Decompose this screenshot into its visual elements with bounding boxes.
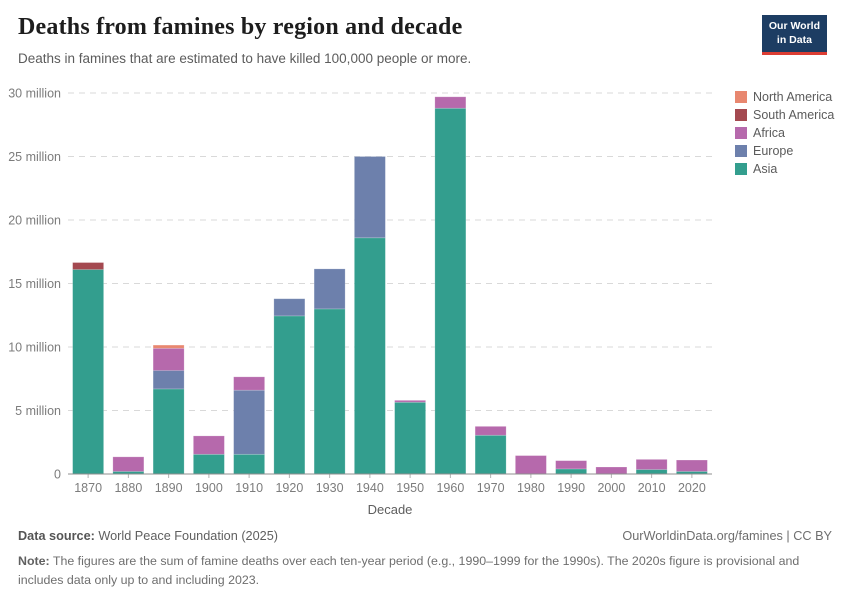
chart-subtitle: Deaths in famines that are estimated to … — [18, 51, 472, 66]
bar-segment-north-america-1890[interactable] — [152, 344, 185, 349]
x-axis-tick-label: 1990 — [557, 481, 585, 495]
bar-segment-africa-1970[interactable] — [474, 426, 507, 436]
bar-segment-europe-1890[interactable] — [152, 370, 185, 390]
bar-segment-africa-1960[interactable] — [434, 96, 467, 109]
bar-segment-europe-1920[interactable] — [273, 298, 306, 317]
bar-segment-asia-1990[interactable] — [555, 468, 587, 475]
bar-segment-africa-1880[interactable] — [112, 456, 145, 472]
bar-segment-asia-1910[interactable] — [233, 453, 265, 475]
chart-area: 0 5 million 10 million 15 million 20 million… — [0, 85, 730, 530]
owid-logo[interactable]: Our World in Data — [761, 15, 827, 56]
data-source-label: Data source: — [18, 529, 95, 543]
famine-deaths-stacked-bar-chart: 0 5 million 10 million 15 million 20 million… — [8, 87, 712, 517]
y-axis-tick-label: 20 million — [8, 214, 61, 228]
x-axis-title: Decade — [368, 502, 413, 517]
bar-segment-africa-2000[interactable] — [595, 466, 628, 475]
bar-segment-asia-1970[interactable] — [474, 434, 507, 475]
legend: North America South America Africa Europe As… — [735, 88, 834, 178]
legend-label: Asia — [753, 162, 778, 176]
x-axis-tick-label: 1960 — [436, 481, 464, 495]
y-axis-tick-label: 10 million — [8, 341, 61, 355]
y-axis-tick-label: 25 million — [8, 150, 61, 164]
data-source: Data source: World Peace Foundation (202… — [18, 529, 278, 543]
legend-item-africa[interactable]: Africa — [735, 124, 834, 142]
y-axis-tick-label: 0 — [54, 468, 61, 482]
x-axis-tick-label: 1880 — [114, 481, 142, 495]
y-axis-tick-label: 5 million — [15, 404, 61, 418]
note-text: The figures are the sum of famine deaths… — [18, 554, 800, 587]
legend-item-europe[interactable]: Europe — [735, 142, 834, 160]
bar-segment-africa-1890[interactable] — [152, 347, 185, 371]
bar-segment-africa-1950[interactable] — [394, 399, 426, 403]
bar-segment-asia-1940[interactable] — [354, 237, 386, 475]
bar-segment-africa-2020[interactable] — [676, 459, 708, 472]
bar-segment-africa-1910[interactable] — [233, 376, 265, 391]
x-axis-tick-label: 2020 — [678, 481, 706, 495]
x-axis-tick-label: 1930 — [316, 481, 344, 495]
y-axis-tick-label: 30 million — [8, 87, 61, 101]
bar-segment-africa-1990[interactable] — [555, 460, 587, 470]
bar-segment-africa-1900[interactable] — [193, 435, 225, 455]
legend-swatch-icon — [735, 163, 747, 175]
owid-logo-line1: Our World — [768, 20, 820, 32]
page-title: Deaths from famines by region and decade — [18, 14, 463, 40]
legend-swatch-icon — [735, 127, 747, 139]
bar-segment-europe-1930[interactable] — [313, 268, 346, 310]
bar-segment-asia-1920[interactable] — [273, 315, 306, 475]
bar-segment-asia-1950[interactable] — [394, 401, 426, 475]
x-axis-tick-label: 1940 — [356, 481, 384, 495]
owid-logo-line2: in Data — [776, 33, 812, 46]
x-axis-tick-label: 1980 — [517, 481, 545, 495]
x-axis-tick-label: 1920 — [275, 481, 303, 495]
legend-label: Africa — [753, 126, 785, 140]
x-axis-tick-label: 1910 — [235, 481, 263, 495]
bar-segment-asia-1960[interactable] — [434, 107, 467, 475]
legend-item-north-america[interactable]: North America — [735, 88, 834, 106]
legend-item-asia[interactable]: Asia — [735, 160, 834, 178]
x-axis-tick-label: 1970 — [477, 481, 505, 495]
x-axis-tick-label: 2010 — [638, 481, 666, 495]
bar-segment-south-america-1870[interactable] — [72, 262, 104, 270]
bar-segment-asia-1890[interactable] — [152, 388, 185, 475]
chart-note: Note: The figures are the sum of famine … — [18, 552, 834, 590]
bar-segment-africa-2010[interactable] — [635, 459, 668, 470]
note-label: Note: — [18, 554, 50, 568]
legend-swatch-icon — [735, 109, 747, 121]
x-axis-tick-label: 2000 — [597, 481, 625, 495]
legend-swatch-icon — [735, 145, 747, 157]
bar-segment-asia-1870[interactable] — [72, 269, 104, 475]
owid-cc-link[interactable]: OurWorldinData.org/famines | CC BY — [622, 529, 832, 543]
legend-swatch-icon — [735, 91, 747, 103]
legend-label: Europe — [753, 144, 794, 158]
bar-segment-africa-1980[interactable] — [515, 455, 547, 475]
x-axis-tick-label: 1950 — [396, 481, 424, 495]
bar-segment-asia-1930[interactable] — [313, 308, 346, 475]
bar-segment-europe-1910[interactable] — [233, 389, 265, 455]
x-axis-tick-label: 1870 — [74, 481, 102, 495]
legend-label: South America — [753, 108, 835, 122]
data-source-value: World Peace Foundation (2025) — [94, 529, 278, 543]
y-axis-tick-label: 15 million — [8, 277, 61, 291]
x-axis-tick-label: 1900 — [195, 481, 223, 495]
x-axis-tick-label: 1890 — [155, 481, 183, 495]
bar-segment-asia-1900[interactable] — [193, 453, 225, 475]
bar-segment-asia-2010[interactable] — [635, 469, 668, 475]
legend-item-south-america[interactable]: South America — [735, 106, 834, 124]
bar-segment-europe-1940[interactable] — [354, 156, 386, 239]
legend-label: North America — [753, 90, 833, 104]
